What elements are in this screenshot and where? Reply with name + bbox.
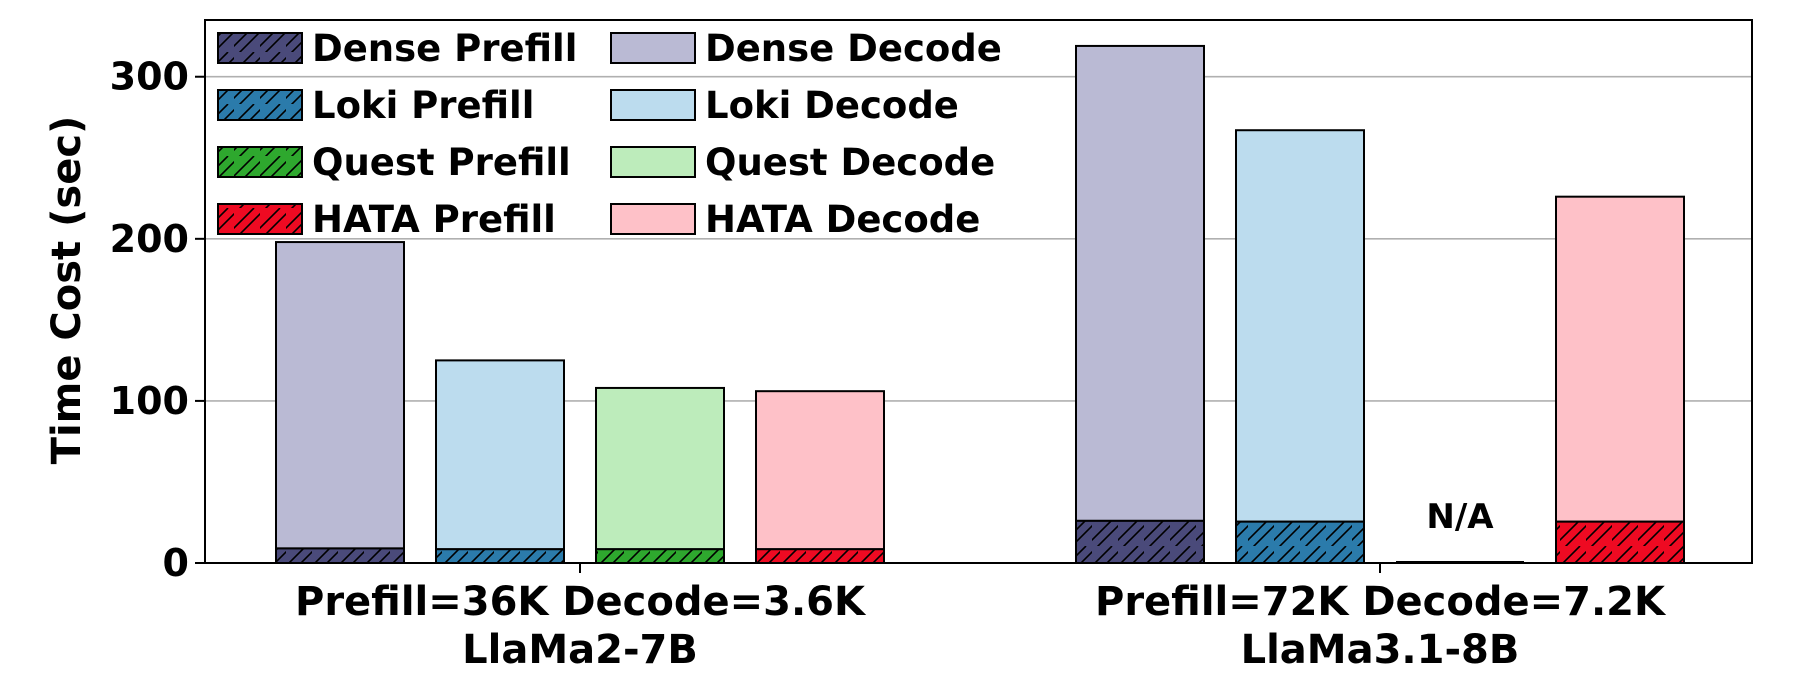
legend-swatch-loki-decode bbox=[610, 89, 696, 121]
bars: N/A bbox=[275, 44, 1685, 565]
x-tick-label-config: Prefill=36K Decode=3.6K bbox=[295, 579, 867, 625]
legend-swatch-quest-decode bbox=[610, 146, 696, 178]
y-tick-label: 200 bbox=[110, 217, 189, 261]
bar-dense-prefill bbox=[1075, 519, 1205, 564]
bar-loki-prefill bbox=[435, 548, 565, 565]
bar-quest-prefill bbox=[595, 548, 725, 565]
bar-loki-decode bbox=[435, 359, 565, 551]
bar-dense-prefill bbox=[275, 547, 405, 564]
legend-swatch-dense-decode bbox=[610, 32, 696, 64]
bar-hata-decode bbox=[755, 390, 885, 551]
legend-swatch-quest-prefill bbox=[217, 146, 303, 178]
plot-frame bbox=[204, 19, 1753, 564]
y-tick-label: 300 bbox=[110, 55, 189, 99]
axes: 0 100 200 300 Prefill=36K Decode=3.6KLlaMa2-… bbox=[110, 19, 1753, 673]
legend-label: Dense Decode bbox=[705, 27, 1002, 70]
bar-hata-decode bbox=[1555, 195, 1685, 523]
y-axis-label: Time Cost (sec) bbox=[44, 116, 90, 465]
bar-hata-prefill bbox=[755, 548, 885, 565]
legend-swatch-hata-prefill bbox=[217, 203, 303, 235]
legend-swatch-dense-prefill bbox=[217, 32, 303, 64]
na-annotation: N/A bbox=[1426, 497, 1494, 537]
legend-label: HATA Prefill bbox=[312, 198, 556, 241]
legend-swatch-loki-prefill bbox=[217, 89, 303, 121]
bar-dense-decode bbox=[275, 241, 405, 550]
legend-label: Loki Prefill bbox=[312, 84, 534, 127]
bar-dense-decode bbox=[1075, 44, 1205, 522]
x-tick-label-config: Prefill=72K Decode=7.2K bbox=[1095, 579, 1667, 625]
legend-swatch-hata-decode bbox=[610, 203, 696, 235]
bar-loki-prefill bbox=[1235, 520, 1365, 565]
y-tick-label: 100 bbox=[110, 379, 189, 423]
x-tick-label-model: LlaMa3.1-8B bbox=[1241, 627, 1520, 673]
legend-label: HATA Decode bbox=[705, 198, 980, 241]
legend-label: Quest Prefill bbox=[312, 141, 571, 184]
bar-loki-decode bbox=[1235, 129, 1365, 523]
x-tick-label-model: LlaMa2-7B bbox=[462, 627, 698, 673]
bar-hata-prefill bbox=[1555, 520, 1685, 565]
legend: Dense Prefill Dense Decode Loki Prefill Lok… bbox=[217, 27, 1002, 241]
bar-quest-decode bbox=[595, 386, 725, 551]
y-tick-label: 0 bbox=[163, 541, 189, 585]
legend-label: Loki Decode bbox=[705, 84, 959, 127]
legend-label: Quest Decode bbox=[705, 141, 995, 184]
legend-label: Dense Prefill bbox=[312, 27, 577, 70]
